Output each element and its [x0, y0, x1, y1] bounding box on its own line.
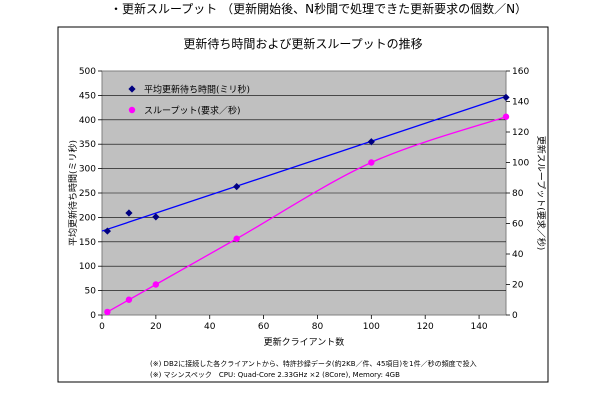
tick-label-right: 0 [512, 311, 518, 321]
legend: 平均更新待ち時間(ミリ秒) スループット(要求／秒) [128, 84, 250, 117]
legend-marker-wait-time [128, 85, 136, 93]
x-axis-ticks: 0 20 40 60 80 100 120 140 [99, 315, 488, 332]
footnote-2: (※) マシンスペック CPU: Quad-Core 2.33GHz ×2 (8… [150, 371, 400, 379]
trend-line-0 [101, 95, 507, 232]
right-axis-ticks: 0 20 40 60 80 100 120 140 160 [506, 67, 529, 321]
x-axis-label: 更新クライアント数 [264, 336, 345, 348]
data-point-wait-time [367, 138, 375, 146]
tick-label-x: 0 [99, 322, 105, 332]
data-point-wait-time [125, 209, 133, 217]
data-point-throughput [368, 159, 375, 166]
tick-label-left: 150 [79, 238, 96, 248]
tick-label-x: 40 [204, 322, 216, 332]
y2-axis-label: 更新スループット(要求／秒) [535, 136, 547, 250]
tick-label-left: 50 [85, 287, 97, 297]
tick-label-x: 140 [470, 322, 487, 332]
tick-label-left: 350 [79, 140, 96, 150]
footnote-1: (※) DB2に接続した各クライアントから、特許抄録データ(約2KB／件、45項… [150, 360, 477, 368]
data-points [103, 93, 510, 316]
tick-label-left: 0 [90, 311, 96, 321]
tick-label-right: 120 [512, 128, 529, 138]
tick-label-right: 60 [512, 220, 524, 230]
legend-label-1: スループット(要求／秒) [144, 105, 240, 117]
tick-label-right: 160 [512, 67, 529, 77]
y-axis-label: 平均更新待ち時間(ミリ秒) [67, 140, 79, 246]
tick-label-left: 300 [79, 165, 96, 175]
legend-marker-throughput [128, 106, 136, 114]
tick-label-x: 100 [363, 322, 380, 332]
data-point-throughput [233, 235, 240, 242]
data-point-throughput [104, 308, 111, 316]
data-point-wait-time [233, 183, 241, 191]
tick-label-x: 80 [312, 322, 324, 332]
data-point-wait-time [152, 213, 160, 221]
chart-title: 更新待ち時間および更新スループットの推移 [183, 36, 422, 51]
data-point-throughput [152, 281, 160, 288]
data-point-wait-time [103, 227, 111, 235]
data-point-wait-time [502, 93, 510, 101]
tick-label-left: 400 [79, 116, 96, 126]
tick-label-x: 20 [150, 322, 162, 332]
tick-label-left: 500 [79, 67, 96, 77]
data-point-throughput [502, 113, 510, 120]
tick-label-x: 60 [258, 322, 270, 332]
page-heading: ・更新スループット （更新開始後、N秒間で処理できた更新要求の個数／N） [110, 2, 528, 16]
legend-label-0: 平均更新待ち時間(ミリ秒) [144, 84, 250, 96]
tick-label-right: 20 [512, 281, 524, 291]
tick-label-left: 250 [79, 189, 96, 199]
tick-label-x: 120 [417, 322, 434, 332]
tick-label-left: 200 [79, 213, 96, 223]
data-point-throughput [125, 296, 133, 303]
tick-label-right: 80 [512, 189, 524, 199]
tick-label-right: 40 [512, 250, 524, 260]
left-axis-ticks: 0 50 100 150 200 250 300 350 400 450 500 [79, 67, 102, 321]
tick-label-left: 450 [79, 91, 96, 101]
gridlines [102, 95, 506, 291]
tick-label-right: 100 [512, 159, 529, 169]
tick-label-left: 100 [79, 262, 96, 272]
tick-label-right: 140 [512, 98, 529, 108]
